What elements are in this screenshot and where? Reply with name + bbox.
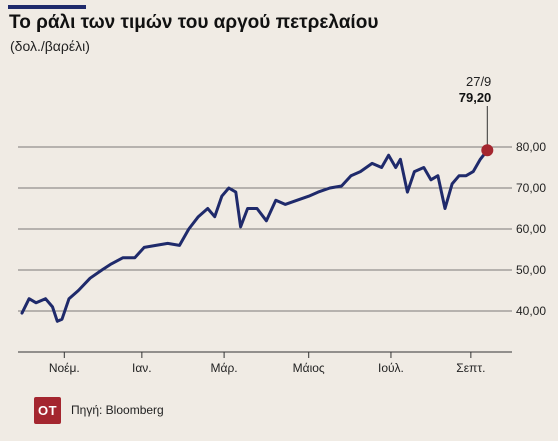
y-tick-label: 40,00 (516, 304, 546, 318)
header-accent-bar (8, 5, 86, 9)
x-tick-label: Ιαν. (132, 361, 152, 375)
annotation-value: 79,20 (459, 90, 492, 105)
x-tick-label: Νοέμ. (49, 361, 80, 375)
ot-logo: ΟΤ (34, 397, 61, 424)
y-tick-label: 80,00 (516, 140, 546, 154)
y-tick-label: 60,00 (516, 222, 546, 236)
y-tick-label: 50,00 (516, 263, 546, 277)
price-series (20, 148, 489, 323)
x-tick-label: Μάρ. (211, 361, 238, 375)
y-tick-label: 70,00 (516, 181, 546, 195)
grid-lines (18, 146, 512, 312)
annotation-date: 27/9 (466, 74, 491, 89)
x-axis: Νοέμ. Ιαν. Μάρ. Μάιος Ιούλ. Σεπτ. (18, 351, 512, 375)
chart-subtitle: (δολ./βαρέλι) (10, 38, 90, 54)
y-tick-labels: 40,00 50,00 60,00 70,00 80,00 (516, 140, 546, 318)
x-tick-label: Μάιος (293, 361, 325, 375)
x-tick-label: Ιούλ. (378, 361, 404, 375)
price-line (20, 148, 489, 323)
last-value-marker (481, 144, 494, 157)
last-value-annotation: 27/979,20 (459, 74, 494, 157)
source-credit: Πηγή: Bloomberg (71, 403, 164, 417)
chart-title: Το ράλι των τιμών του αργού πετρελαίου (9, 12, 379, 33)
x-tick-label: Σεπτ. (456, 361, 485, 375)
